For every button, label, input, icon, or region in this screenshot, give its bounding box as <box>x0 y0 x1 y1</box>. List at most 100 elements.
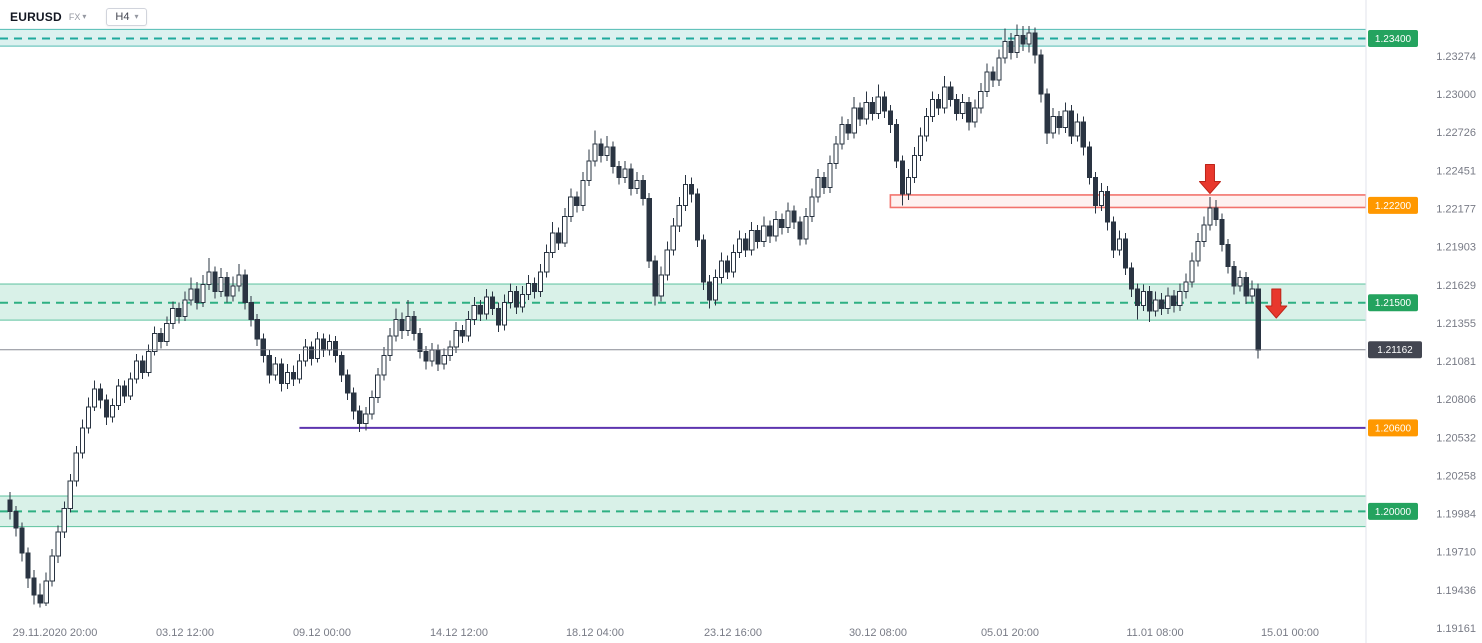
candle <box>1020 35 1026 45</box>
candle <box>158 332 164 343</box>
candle <box>1135 288 1141 307</box>
time-axis[interactable]: 29.11.2020 20:00 03.12 12:00 09.12 00:00 14… <box>13 627 1319 639</box>
candle <box>1195 241 1201 262</box>
price-tick-label: 1.19436 <box>1436 585 1476 597</box>
candle <box>676 204 682 227</box>
candle <box>1116 238 1123 251</box>
price-badge: 1.21162 <box>1368 341 1422 359</box>
candle <box>809 196 815 217</box>
candle <box>622 168 628 179</box>
candle <box>851 107 857 134</box>
candle <box>1008 40 1014 53</box>
price-tick-label: 1.19984 <box>1436 509 1476 521</box>
candle <box>164 323 170 343</box>
candle <box>688 184 694 195</box>
candle <box>1086 146 1092 179</box>
candle <box>37 594 43 604</box>
candle <box>1237 277 1243 287</box>
price-tick-label: 1.19710 <box>1436 547 1476 559</box>
candle <box>1159 299 1165 309</box>
candle <box>544 252 550 273</box>
candle <box>507 291 514 304</box>
price-axis[interactable]: 1.23274 1.23000 1.22726 1.22451 1.22177 1.219… <box>1365 0 1482 643</box>
time-tick-label: 23.12 16:00 <box>704 627 762 639</box>
resistance-zone-12340[interactable] <box>0 28 1366 47</box>
candle <box>339 355 345 376</box>
candle <box>773 218 779 237</box>
candle <box>755 229 761 243</box>
svg-text:1.20000: 1.20000 <box>1375 507 1412 518</box>
candle <box>1098 190 1105 206</box>
candle <box>423 350 429 362</box>
down-arrow[interactable] <box>1265 288 1288 319</box>
candle <box>206 271 212 286</box>
candle <box>314 338 321 359</box>
candle <box>429 349 435 362</box>
timeframe-button[interactable]: H4 ▾ <box>106 8 148 26</box>
candle <box>1080 121 1086 148</box>
candle <box>85 406 91 429</box>
candle <box>302 346 309 362</box>
candle <box>917 135 924 156</box>
down-arrow[interactable] <box>1198 164 1221 195</box>
candle <box>501 302 508 326</box>
market-selector[interactable]: FX ▾ <box>69 12 87 22</box>
candle <box>936 99 942 109</box>
price-tick-label: 1.22451 <box>1436 165 1476 177</box>
candle <box>1044 93 1050 134</box>
support-zone-12000[interactable] <box>0 495 1366 528</box>
candle <box>706 281 713 301</box>
candle <box>43 580 49 604</box>
candle <box>634 179 640 190</box>
candle <box>881 96 887 112</box>
candle <box>670 225 676 251</box>
candle <box>284 371 290 384</box>
candle <box>1255 288 1261 351</box>
candle <box>724 260 731 273</box>
price-badge: 1.20000 <box>1368 502 1418 520</box>
time-tick-label: 18.12 04:00 <box>566 627 624 639</box>
candle <box>519 293 526 308</box>
price-tick-label: 1.20806 <box>1436 394 1476 406</box>
candle <box>875 96 881 115</box>
time-tick-label: 09.12 00:00 <box>293 627 351 639</box>
candle <box>67 480 73 510</box>
symbol-name[interactable]: EURUSD <box>10 10 62 24</box>
candle <box>664 249 670 276</box>
candle <box>242 274 248 304</box>
chevron-down-icon: ▾ <box>134 12 139 21</box>
time-tick-label: 03.12 12:00 <box>156 627 214 639</box>
candle <box>212 271 218 293</box>
candle <box>1201 224 1207 243</box>
candle <box>815 177 821 198</box>
time-tick-label: 05.01 20:00 <box>981 627 1039 639</box>
candle <box>568 196 574 217</box>
candle <box>1026 32 1032 45</box>
candle <box>326 341 333 351</box>
price-tick-label: 1.20258 <box>1436 470 1476 482</box>
candle <box>128 378 134 397</box>
candle <box>562 215 568 244</box>
supply-box-12220[interactable] <box>889 194 1367 209</box>
candle <box>1128 267 1135 290</box>
candle <box>905 177 912 195</box>
candle <box>929 99 936 117</box>
candle <box>538 271 544 293</box>
price-tick-label: 1.22177 <box>1436 204 1476 216</box>
price-tick-label: 1.20532 <box>1436 432 1476 444</box>
candle <box>978 90 984 109</box>
candle <box>55 531 61 557</box>
candle <box>405 316 411 332</box>
candle <box>761 225 767 243</box>
candle <box>525 282 532 295</box>
candle <box>948 86 954 101</box>
candle <box>103 399 110 418</box>
candle <box>453 330 459 348</box>
candle <box>188 288 194 301</box>
candle <box>863 101 869 120</box>
candle <box>1147 291 1153 312</box>
candle <box>1183 281 1189 293</box>
candle <box>333 341 339 357</box>
candle <box>308 346 315 359</box>
